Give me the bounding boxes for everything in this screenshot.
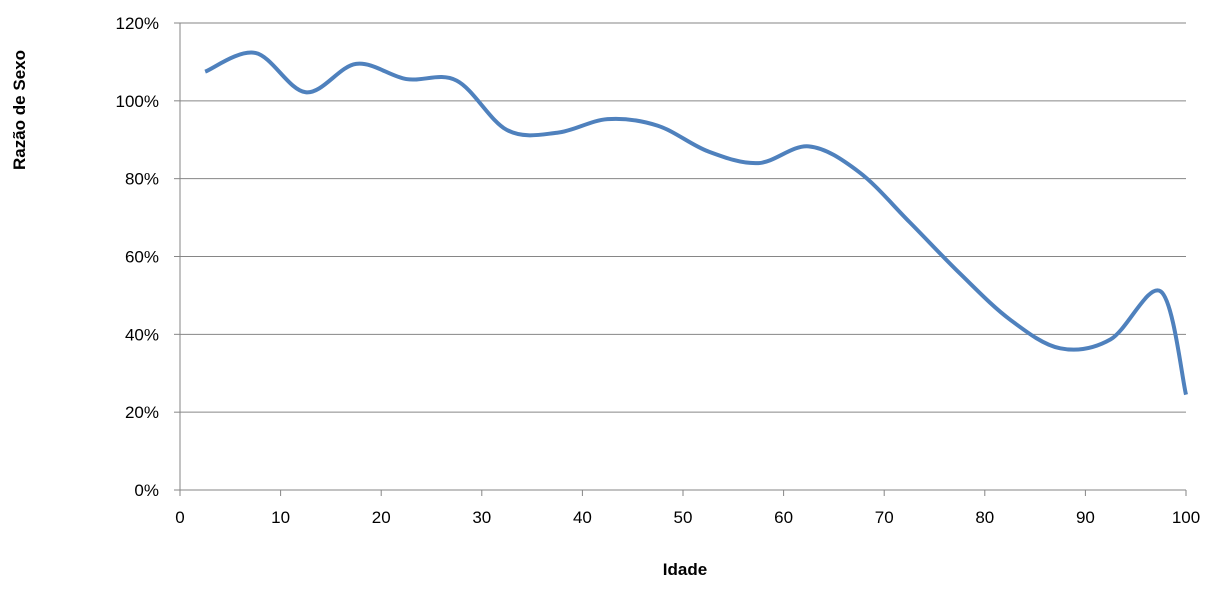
x-tick-label: 0 (175, 508, 184, 527)
gridlines (180, 22, 1186, 413)
x-tick-label: 40 (573, 508, 592, 527)
x-tick-label: 100 (1172, 508, 1200, 527)
tick-labels: 0% 20% 40% 60% 80% 100% 120% 0 10 20 30 40 50 60 70 80 9… (116, 14, 1201, 527)
x-tick-label: 70 (875, 508, 894, 527)
x-tick-label: 90 (1076, 508, 1095, 527)
y-tick-label: 100% (116, 92, 159, 111)
series-line-0 (204, 50, 1188, 396)
x-tick-label: 20 (372, 508, 391, 527)
x-tick-label: 30 (472, 508, 491, 527)
x-tick-label: 80 (975, 508, 994, 527)
x-tick-label: 60 (774, 508, 793, 527)
x-tick-label: 10 (271, 508, 290, 527)
axes (174, 22, 1187, 496)
y-tick-label: 0% (134, 481, 159, 500)
x-axis-title: Idade (663, 560, 707, 579)
y-axis-title: Razão de Sexo (10, 50, 29, 170)
x-tick-label: 50 (674, 508, 693, 527)
y-tick-label: 120% (116, 14, 159, 33)
y-tick-label: 40% (125, 325, 159, 344)
series-lines (204, 50, 1188, 396)
y-tick-label: 20% (125, 403, 159, 422)
y-tick-label: 60% (125, 248, 159, 267)
y-tick-label: 80% (125, 170, 159, 189)
